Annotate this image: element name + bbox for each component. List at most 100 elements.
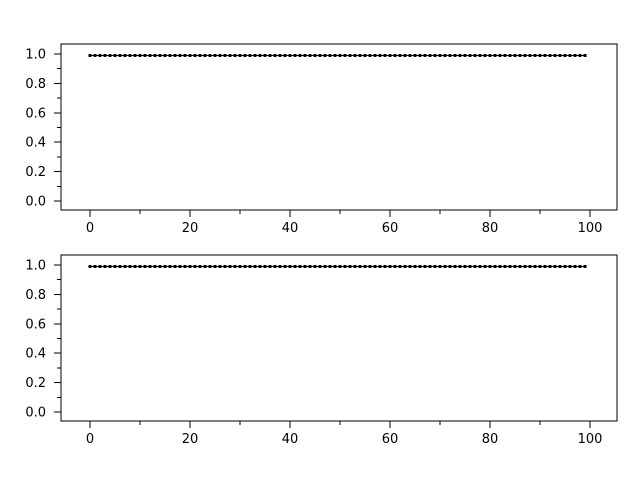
series-marker	[513, 264, 517, 268]
x-tick-label: 60	[382, 221, 399, 236]
series-marker	[348, 53, 352, 57]
series-marker	[283, 264, 287, 268]
series-marker	[488, 264, 492, 268]
series-marker	[103, 264, 107, 268]
y-tick-label: 0.4	[25, 136, 46, 151]
series-marker	[93, 53, 97, 57]
y-tick-label: 0.8	[25, 77, 46, 92]
series-marker	[538, 53, 542, 57]
y-axis: 0.0 0.2 0.4 0.6 0.8 1.0	[25, 47, 61, 210]
y-tick-label: 0.2	[25, 165, 46, 180]
y-tick-label: 0.6	[25, 317, 46, 332]
series-marker	[158, 264, 162, 268]
series-marker	[313, 264, 317, 268]
series-marker	[498, 264, 502, 268]
series-marker	[533, 53, 537, 57]
series-marker	[343, 53, 347, 57]
series-marker	[473, 53, 477, 57]
series-marker	[428, 53, 432, 57]
x-tick-label: 40	[282, 432, 299, 447]
series-marker	[453, 264, 457, 268]
series-marker	[383, 53, 387, 57]
subplot-2: 0 20 40 60 80 100 0.0 0.2 0.4 0.6 0.8 1.0	[25, 254, 618, 447]
series-marker	[313, 53, 317, 57]
series-marker	[363, 264, 367, 268]
series-marker	[463, 53, 467, 57]
series-marker	[113, 53, 117, 57]
series-marker	[163, 53, 167, 57]
series-marker	[338, 53, 342, 57]
y-tick-label: 1.0	[25, 258, 46, 273]
x-tick-label: 100	[578, 221, 603, 236]
series-marker	[273, 264, 277, 268]
series-marker	[188, 264, 192, 268]
series-marker	[583, 53, 587, 57]
series-marker	[258, 264, 262, 268]
series-marker	[528, 53, 532, 57]
series-marker	[328, 264, 332, 268]
series-marker	[428, 264, 432, 268]
series-marker	[458, 264, 462, 268]
series-marker	[518, 264, 522, 268]
series-marker	[403, 264, 407, 268]
series-marker	[398, 264, 402, 268]
series-marker	[543, 264, 547, 268]
series-marker	[303, 53, 307, 57]
series-marker	[528, 264, 532, 268]
series-marker	[88, 53, 92, 57]
x-tick-label: 100	[578, 432, 603, 447]
series-marker	[538, 264, 542, 268]
series-marker	[143, 264, 147, 268]
series-marker	[348, 264, 352, 268]
series-marker	[358, 264, 362, 268]
series-marker	[108, 264, 112, 268]
series-marker	[308, 264, 312, 268]
series-marker	[468, 264, 472, 268]
series-marker	[553, 53, 557, 57]
series-marker	[293, 53, 297, 57]
series-marker	[548, 264, 552, 268]
series-marker	[413, 264, 417, 268]
series-marker	[243, 53, 247, 57]
series-markers	[88, 264, 587, 268]
series-marker	[568, 53, 572, 57]
series-marker	[318, 53, 322, 57]
series-marker	[208, 264, 212, 268]
series-marker	[503, 264, 507, 268]
series-marker	[453, 53, 457, 57]
series-marker	[438, 264, 442, 268]
series-marker	[323, 53, 327, 57]
series-marker	[248, 53, 252, 57]
series-marker	[93, 264, 97, 268]
series-marker	[243, 264, 247, 268]
series-marker	[273, 53, 277, 57]
series-marker	[433, 53, 437, 57]
series-marker	[203, 264, 207, 268]
x-tick-label: 80	[482, 432, 499, 447]
y-tick-label: 0.4	[25, 347, 46, 362]
series-marker	[233, 264, 237, 268]
series-marker	[113, 264, 117, 268]
series-marker	[303, 264, 307, 268]
series-marker	[258, 53, 262, 57]
series-marker	[188, 53, 192, 57]
series-marker	[408, 264, 412, 268]
series-marker	[403, 53, 407, 57]
series-marker	[458, 53, 462, 57]
series-marker	[408, 53, 412, 57]
series-marker	[153, 53, 157, 57]
series-marker	[423, 53, 427, 57]
series-marker	[213, 264, 217, 268]
series-marker	[573, 264, 577, 268]
series-marker	[253, 53, 257, 57]
series-marker	[578, 264, 582, 268]
y-tick-label: 0.8	[25, 288, 46, 303]
series-marker	[443, 53, 447, 57]
y-tick-label: 1.0	[25, 47, 46, 62]
series-marker	[143, 53, 147, 57]
series-marker	[118, 53, 122, 57]
x-tick-label: 40	[282, 221, 299, 236]
series-marker	[368, 264, 372, 268]
series-marker	[523, 53, 527, 57]
series-marker	[123, 53, 127, 57]
